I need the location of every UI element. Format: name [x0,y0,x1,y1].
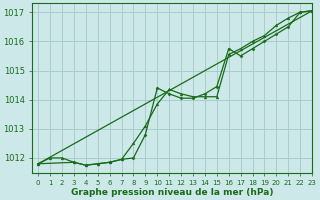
X-axis label: Graphe pression niveau de la mer (hPa): Graphe pression niveau de la mer (hPa) [71,188,273,197]
